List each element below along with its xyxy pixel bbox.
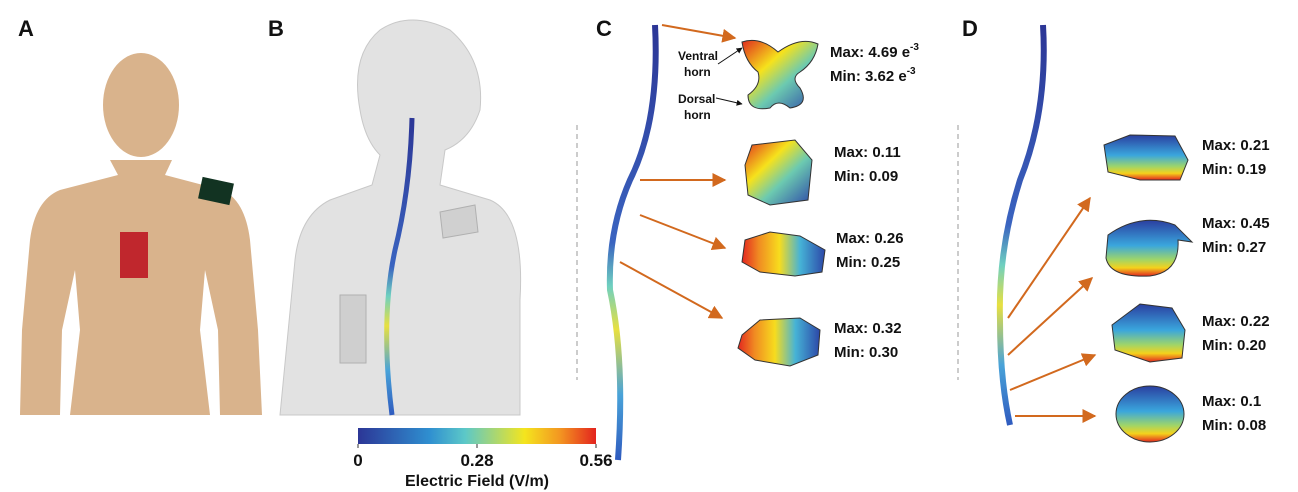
spinal-cord <box>1000 25 1044 425</box>
annotation: Ventral <box>678 49 718 63</box>
cross-section <box>745 140 812 205</box>
stat-min: Min: 0.20 <box>1202 337 1266 354</box>
colorbar-tick-label: 0.56 <box>579 451 612 470</box>
arrow <box>1010 355 1095 390</box>
cross-section <box>738 318 820 366</box>
stat-min: Min: 3.62 e-3 <box>830 66 916 85</box>
cross-section <box>742 40 818 108</box>
stat-max: Max: 0.32 <box>834 320 902 337</box>
arrow <box>640 215 725 248</box>
cross-section <box>1104 135 1188 180</box>
colorbar <box>358 428 596 444</box>
stat-max: Max: 0.45 <box>1202 215 1270 232</box>
arrow <box>1008 198 1090 318</box>
stat-min: Min: 0.30 <box>834 344 898 361</box>
stat-max: Max: 4.69 e-3 <box>830 42 919 61</box>
colorbar-tick-label: 0 <box>353 451 362 470</box>
stat-max: Max: 0.11 <box>834 144 901 161</box>
colorbar-tick-label: 0.28 <box>460 451 493 470</box>
stat-max: Max: 0.1 <box>1202 393 1261 410</box>
figure: A B C D 0 0.28 0.56 Electric Field (V/m) V… <box>0 0 1298 492</box>
panel-label: D <box>962 16 978 41</box>
stat-min: Min: 0.09 <box>834 168 898 185</box>
cross-section <box>1112 304 1185 362</box>
annotation: horn <box>684 108 711 122</box>
spinal-cord <box>610 25 656 460</box>
stat-max: Max: 0.21 <box>1202 137 1270 154</box>
cross-section <box>1106 220 1192 276</box>
panel-label: B <box>268 16 284 41</box>
stat-max: Max: 0.26 <box>836 230 904 247</box>
panel-label: A <box>18 16 34 41</box>
annotation: Dorsal <box>678 92 715 106</box>
annotation: horn <box>684 65 711 79</box>
stat-min: Min: 0.19 <box>1202 161 1266 178</box>
body-model <box>20 53 262 415</box>
stat-min: Min: 0.27 <box>1202 239 1266 256</box>
colorbar-title: Electric Field (V/m) <box>405 473 549 490</box>
arrow <box>620 262 722 318</box>
cross-section <box>742 232 825 276</box>
cross-section <box>1116 386 1184 442</box>
arrow <box>1008 278 1092 355</box>
stat-min: Min: 0.25 <box>836 254 900 271</box>
stat-max: Max: 0.22 <box>1202 313 1270 330</box>
panel-label: C <box>596 16 612 41</box>
arrow <box>662 25 735 38</box>
electrode <box>120 232 148 278</box>
body-model-transparent <box>280 20 521 415</box>
stat-min: Min: 0.08 <box>1202 417 1266 434</box>
